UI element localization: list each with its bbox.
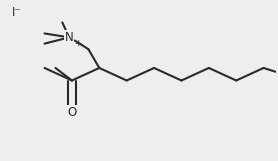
Text: N: N xyxy=(65,31,74,44)
Text: O: O xyxy=(67,106,76,119)
Text: +: + xyxy=(75,39,82,48)
Text: I⁻: I⁻ xyxy=(12,6,22,19)
